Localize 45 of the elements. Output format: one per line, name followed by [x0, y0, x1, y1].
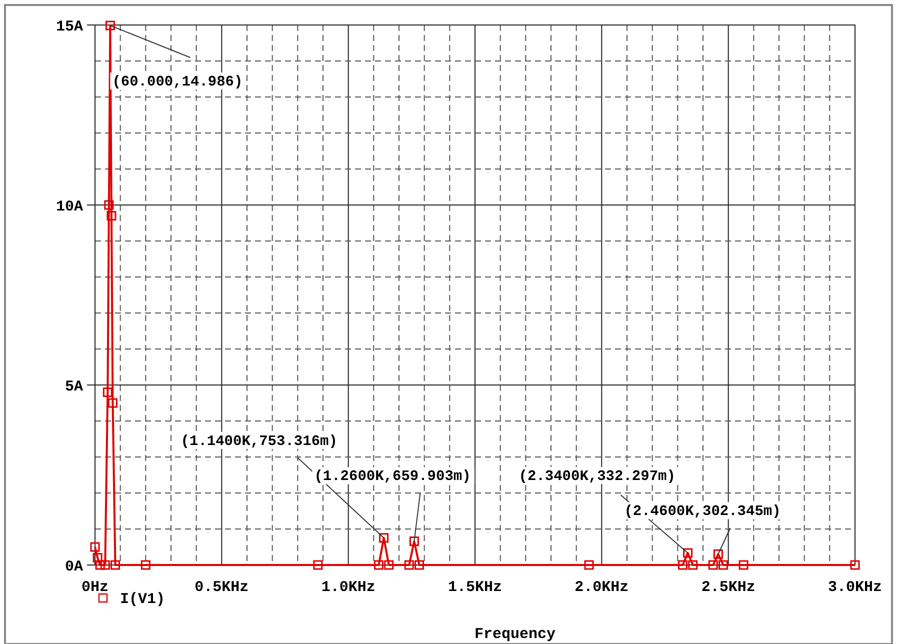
point [90, 542, 100, 552]
point [404, 560, 414, 570]
x-tick-label: 2.0KHz [574, 579, 629, 596]
point [718, 560, 728, 570]
point [106, 211, 116, 221]
point [100, 560, 110, 570]
point [738, 560, 748, 570]
point [92, 553, 102, 563]
point [374, 560, 384, 570]
x-axis-title: Frequency [474, 626, 556, 643]
legend-label: I(V1) [120, 591, 166, 608]
point [110, 560, 120, 570]
y-tick-label: 5A [64, 378, 83, 396]
point [678, 560, 688, 570]
point [713, 549, 723, 559]
point [584, 560, 594, 570]
x-tick-label: 1.0KHz [321, 579, 376, 596]
y-tick-label: 10A [56, 198, 83, 216]
point [688, 560, 698, 570]
annotation: (2.4600K,302.345m) [624, 504, 781, 520]
point [140, 560, 150, 570]
point [683, 548, 693, 558]
point [313, 560, 323, 570]
x-tick-label: 3.0KHz [828, 579, 882, 596]
point [850, 560, 860, 570]
point [384, 560, 394, 570]
point [379, 533, 389, 543]
point [105, 20, 115, 30]
annotation: (60.000,14.986) [112, 74, 243, 91]
x-tick-label: 0.5KHz [194, 579, 249, 596]
annotation: (2.3400K,332.297m) [518, 469, 676, 486]
point [409, 536, 419, 546]
y-tick-label: 15A [56, 18, 83, 36]
point [104, 200, 114, 210]
y-tick-label: 0A [64, 558, 83, 576]
point [108, 398, 118, 408]
x-tick-label: 2.5KHz [701, 579, 756, 596]
x-tick-label: 0Hz [81, 579, 109, 596]
point [102, 387, 112, 397]
point [95, 560, 105, 570]
x-tick-label: 1.5KHz [448, 579, 502, 596]
annotation: (1.2600K,659.903m) [314, 469, 471, 486]
point [708, 560, 718, 570]
annotation: (1.1400K,753.316m) [180, 434, 338, 450]
point [414, 560, 424, 570]
